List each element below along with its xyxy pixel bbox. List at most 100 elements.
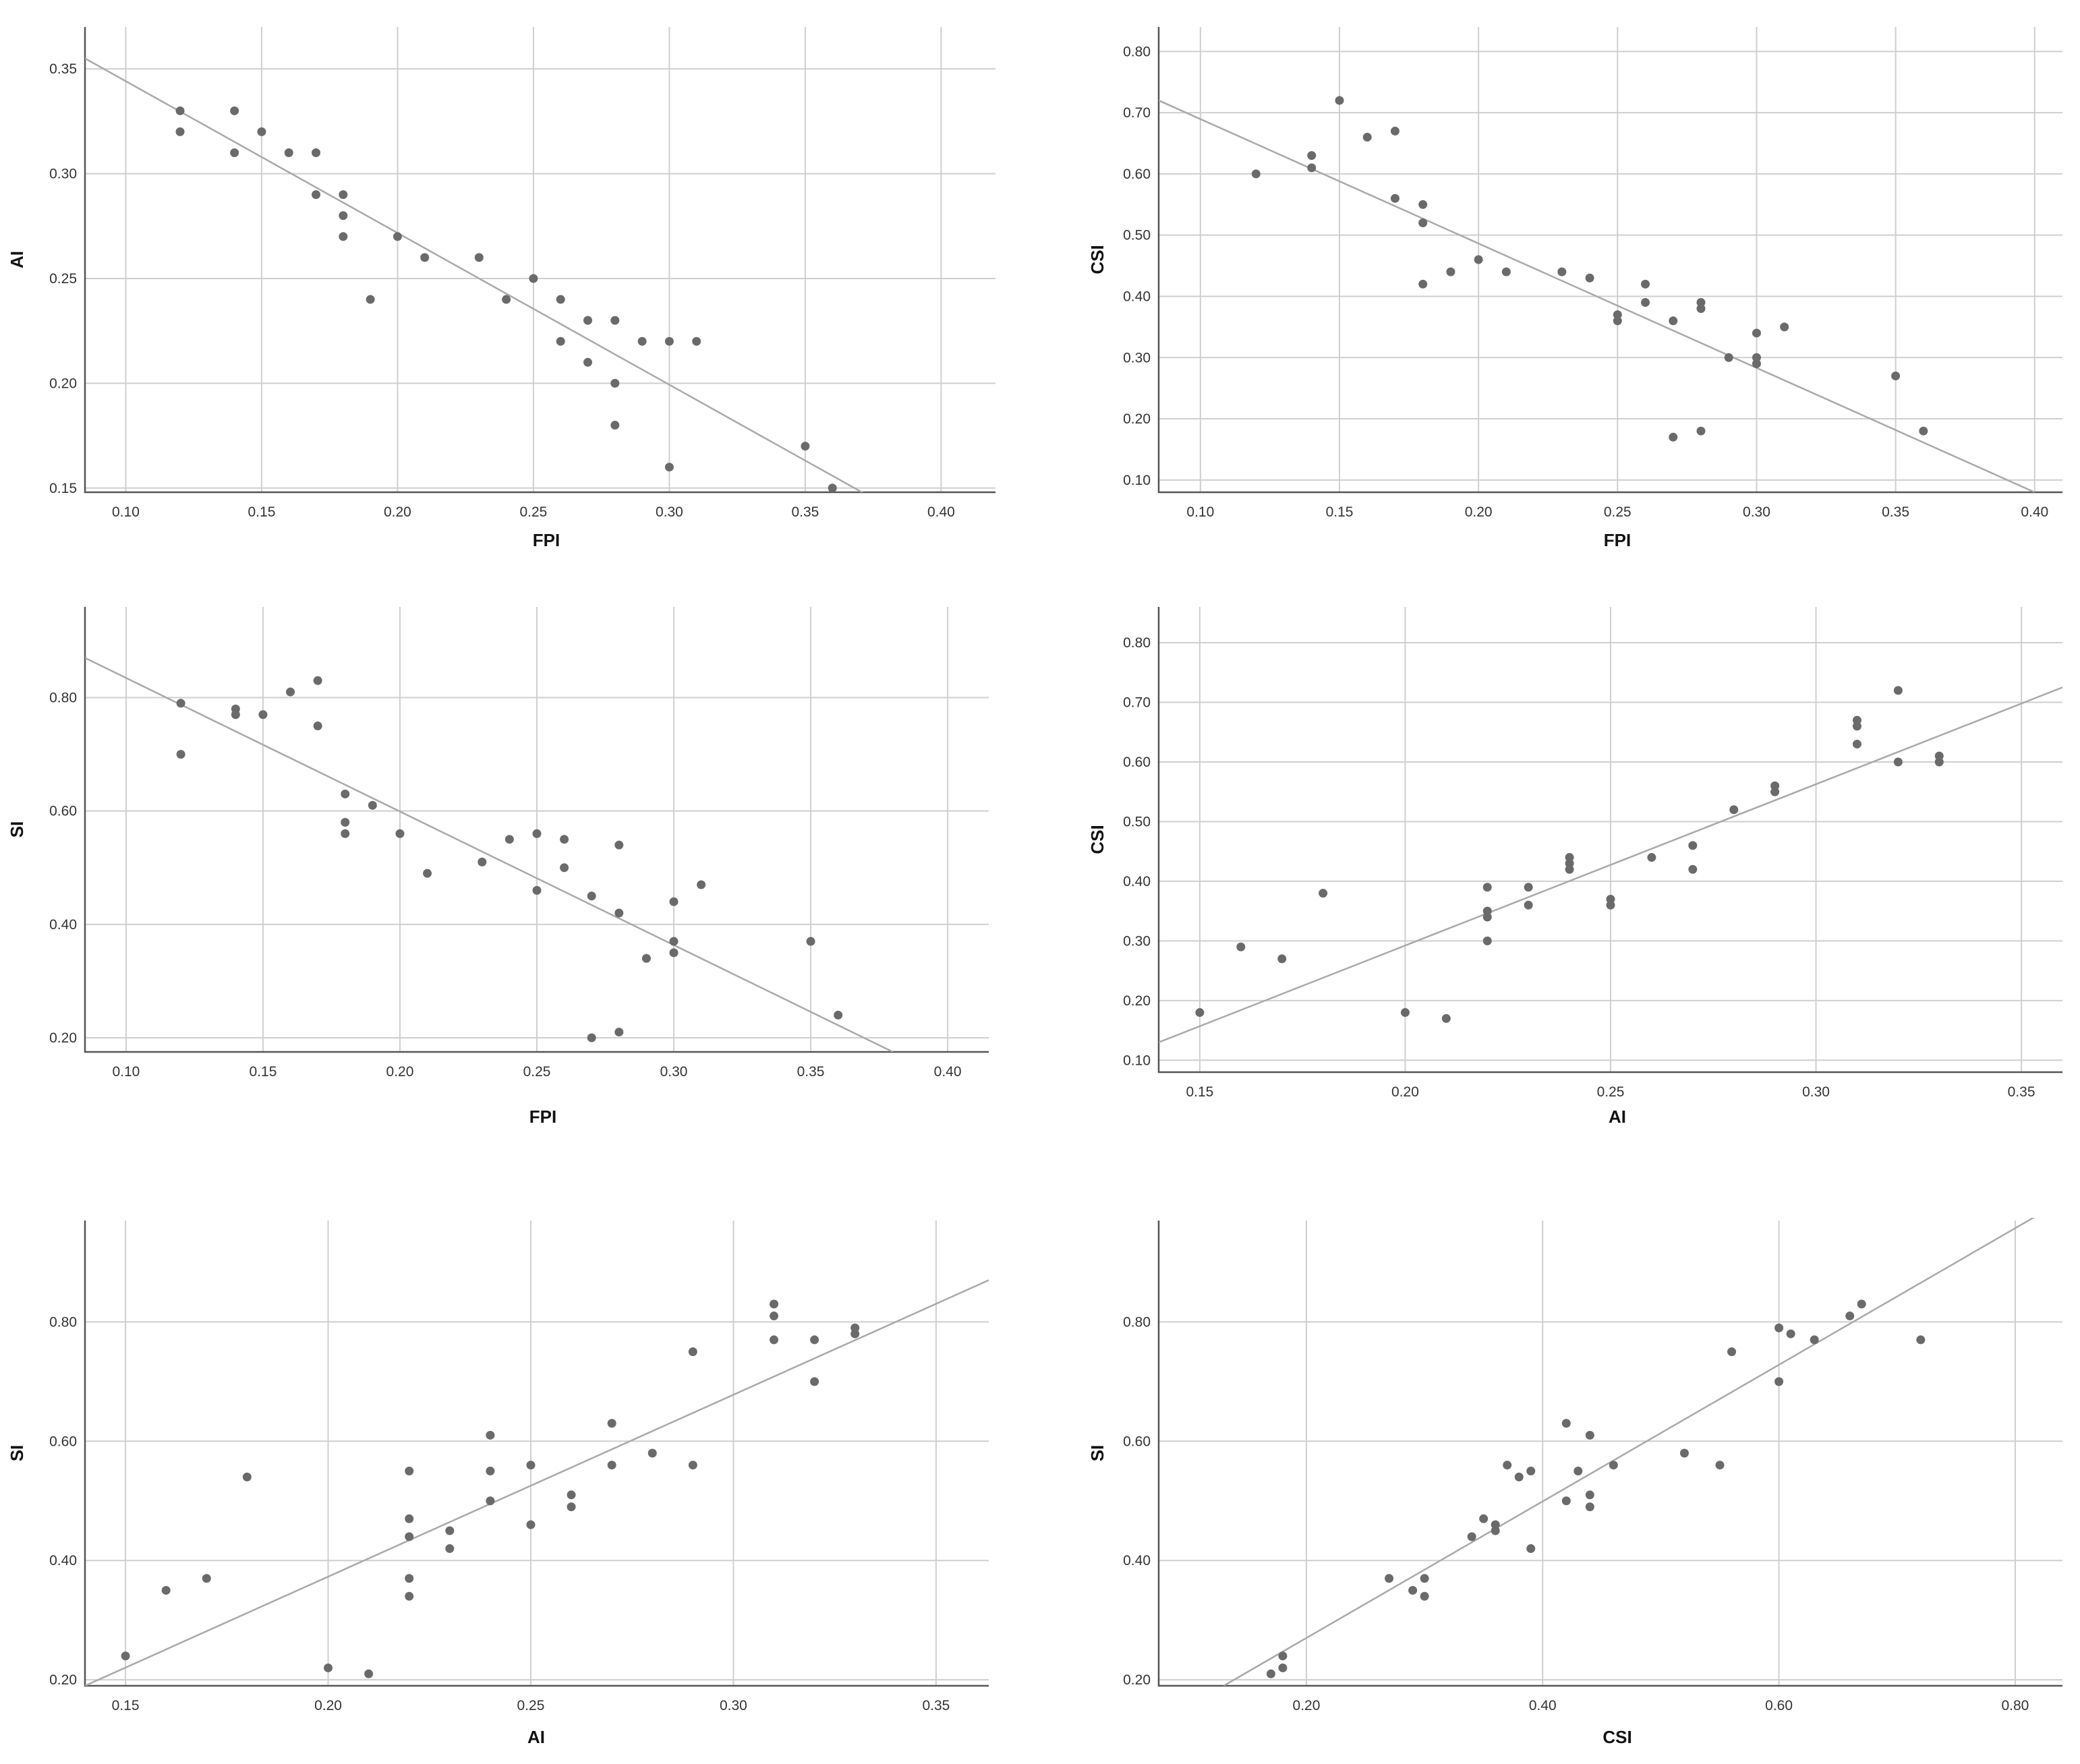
data-point [1774, 1323, 1784, 1332]
data-point [1307, 151, 1317, 160]
data-point [1752, 353, 1761, 362]
data-point [1482, 912, 1492, 922]
data-point [1236, 942, 1246, 951]
data-point [1752, 328, 1761, 338]
x-tick-label: 0.10 [1186, 504, 1214, 520]
data-point [1277, 954, 1287, 964]
x-tick-label: 0.30 [720, 1698, 747, 1713]
x-tick-label: 0.25 [517, 1698, 545, 1713]
data-point [445, 1526, 455, 1535]
data-point [587, 891, 596, 901]
data-point [1474, 255, 1483, 264]
data-point [1688, 841, 1698, 850]
data-point [647, 1448, 657, 1458]
x-tick-label: 0.40 [934, 1064, 962, 1080]
data-point [339, 190, 348, 200]
x-tick-label: 0.20 [314, 1698, 342, 1713]
y-axis-label: SI [7, 1445, 27, 1462]
y-tick-label: 0.10 [1123, 473, 1151, 488]
data-point [1919, 426, 1928, 436]
data-point [1774, 1377, 1784, 1386]
y-tick-label: 0.80 [1123, 44, 1151, 59]
data-point [1482, 936, 1492, 945]
y-tick-label: 0.20 [1123, 411, 1151, 427]
chart-fpi-si: 0.10 0.15 0.20 0.25 0.30 0.35 0.40 0.20 0.40 0.60… [7, 607, 989, 1127]
data-point [1669, 432, 1678, 442]
y-axis-label: AI [7, 251, 27, 268]
data-point [393, 232, 402, 241]
data-point [560, 835, 569, 844]
y-tick-label: 0.80 [1123, 1314, 1151, 1330]
data-point [1501, 267, 1511, 276]
data-point [1852, 739, 1861, 748]
y-axis-label: CSI [1087, 825, 1107, 854]
data-point [1266, 1669, 1275, 1678]
data-point [176, 699, 185, 708]
y-tick-label: 0.30 [1123, 933, 1151, 949]
data-point [1585, 1490, 1594, 1500]
data-point [1418, 200, 1428, 209]
data-point [1573, 1467, 1583, 1476]
x-axis-label: CSI [1602, 1727, 1631, 1747]
data-point [567, 1490, 576, 1500]
data-point [161, 1585, 171, 1595]
y-tick-label: 0.80 [49, 690, 77, 706]
x-tick-label: 0.30 [656, 504, 683, 520]
fit-line [85, 657, 894, 1052]
data-point [669, 897, 678, 906]
data-point [1446, 267, 1455, 276]
data-point [607, 1461, 616, 1470]
data-point [1679, 1448, 1689, 1458]
fit-line [1223, 1218, 2035, 1686]
data-point [1696, 304, 1706, 314]
data-point [1526, 1467, 1536, 1476]
data-point [1514, 1472, 1524, 1481]
x-tick-label: 0.10 [112, 504, 140, 520]
data-point [1585, 273, 1594, 283]
data-point [1727, 1347, 1737, 1357]
x-axis-label: AI [1609, 1107, 1626, 1127]
chart-fpi-ai: 0.10 0.15 0.20 0.25 0.30 0.35 0.40 0.15 0.20 0.25… [7, 27, 995, 550]
chart-ai-csi: 0.15 0.20 0.25 0.30 0.35 0.10 0.20 0.30 0.40 0.50… [1087, 607, 2062, 1127]
data-point [583, 316, 593, 325]
x-tick-label: 0.20 [386, 1064, 414, 1080]
axes [1157, 607, 2062, 1074]
data-point [1524, 883, 1533, 892]
data-point [614, 840, 624, 850]
data-point [1503, 1461, 1512, 1470]
data-point [364, 1669, 374, 1678]
y-tick-label: 0.80 [49, 1314, 77, 1330]
x-axis-label: FPI [529, 1107, 556, 1127]
data-point [502, 295, 511, 304]
data-point [1441, 1013, 1451, 1023]
data-point [486, 1467, 495, 1476]
data-point [445, 1544, 455, 1554]
data-point [242, 1472, 252, 1481]
data-point [420, 253, 430, 262]
y-tick-label: 0.20 [1123, 1672, 1151, 1688]
chart-fpi-csi: 0.10 0.15 0.20 0.25 0.30 0.35 0.40 0.10 0.20 0.30… [1087, 27, 2062, 550]
data-point [610, 378, 620, 388]
x-tick-label: 0.40 [927, 504, 955, 520]
data-point [405, 1591, 414, 1601]
data-point [1418, 218, 1428, 228]
fit-line [1159, 99, 2035, 492]
data-point [341, 829, 350, 838]
data-point [366, 295, 375, 304]
data-point [1408, 1585, 1418, 1595]
data-point [556, 336, 565, 346]
y-tick-label: 0.20 [49, 376, 77, 391]
x-tick-label: 0.25 [523, 1064, 551, 1080]
y-tick-label: 0.30 [1123, 350, 1151, 365]
x-axis-label: FPI [533, 530, 560, 550]
data-point [341, 817, 350, 827]
data-point [341, 789, 350, 798]
x-tick-label: 0.30 [660, 1064, 688, 1080]
data-point [405, 1467, 414, 1476]
data-point [286, 687, 295, 697]
data-point [1641, 279, 1650, 289]
data-point [175, 106, 185, 115]
data-point [1845, 1312, 1855, 1321]
data-point [810, 1377, 819, 1386]
